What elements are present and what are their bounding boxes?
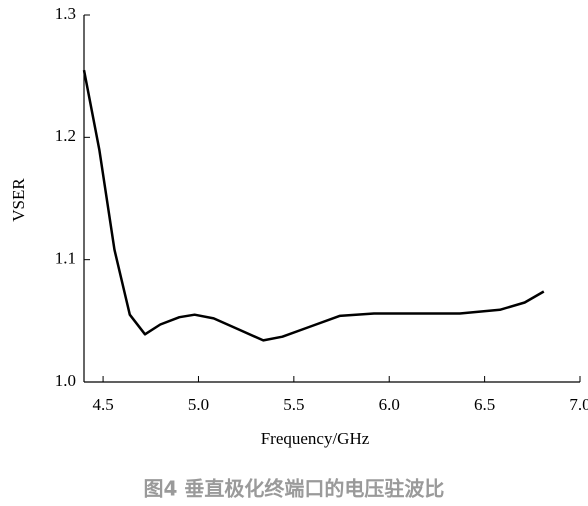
y-tick-label: 1.0 [55, 371, 76, 390]
y-tick-label: 1.1 [55, 249, 76, 268]
x-tick-label: 5.0 [188, 395, 209, 414]
y-tick-label: 1.3 [55, 4, 76, 23]
x-tick-label: 6.5 [474, 395, 495, 414]
x-tick-label: 7.0 [569, 395, 588, 414]
line [82, 69, 545, 342]
x-tick-label: 6.0 [379, 395, 400, 414]
x-axis-label: Frequency/GHz [261, 429, 370, 448]
y-tick-label: 1.2 [55, 126, 76, 145]
x-tick-label: 4.5 [92, 395, 113, 414]
y-axis-label: VSER [9, 178, 28, 222]
caption: 图4 垂直极化终端口的电压驻波比 [144, 477, 445, 501]
x-tick-label: 5.5 [283, 395, 304, 414]
